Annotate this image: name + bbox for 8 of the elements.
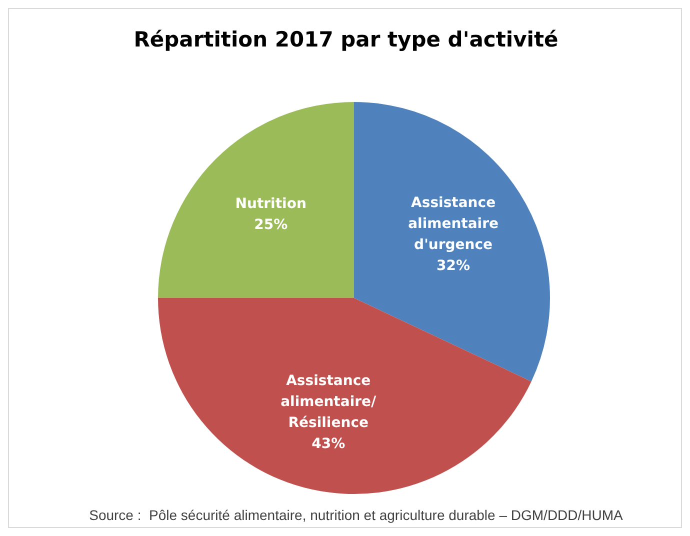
slice-label: Assistance alimentaire d'urgence [408,195,499,254]
source-note: Source : Pôle sécurité alimentaire, nutrition et agriculture durable – DGM/DDD/HUMA [89,506,624,523]
slice-label: Nutrition [235,196,306,212]
chart-title: Répartition 2017 par type d'activité [134,27,558,52]
slice-label: Assistance alimentaire/ Résilience [280,372,378,431]
data-label: 25% [254,216,288,233]
data-label: 32% [436,258,470,274]
data-label: 43% [312,436,346,452]
